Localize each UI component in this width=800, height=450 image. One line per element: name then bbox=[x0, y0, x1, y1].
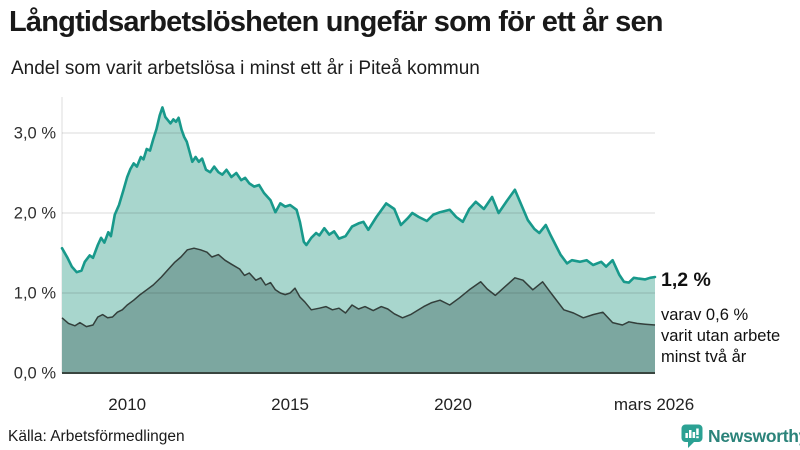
line-min-one-year bbox=[60, 106, 657, 284]
page-title: Långtidsarbetslösheten ungefär som för e… bbox=[9, 6, 664, 38]
brand-name: Newsworthy bbox=[708, 426, 800, 446]
source-note: Källa: Arbetsförmedlingen bbox=[8, 428, 185, 445]
y-axis-tick-label: 3,0 % bbox=[14, 125, 57, 143]
latest-value-label: 1,2 % bbox=[661, 269, 711, 291]
page-subtitle: Andel som varit arbetslösa i minst ett å… bbox=[11, 58, 480, 79]
y-axis-tick-label: 2,0 % bbox=[14, 205, 57, 223]
secondary-annotation: varav 0,6 % varit utan arbete minst två … bbox=[661, 305, 780, 368]
brand-logo: Newsworthy bbox=[681, 424, 800, 449]
x-axis-tick-label: 2015 bbox=[271, 395, 309, 414]
area-min-two-years bbox=[62, 248, 655, 373]
x-axis-tick-label: 2020 bbox=[434, 395, 472, 414]
gridlines bbox=[62, 132, 655, 294]
x-axis-tick-label: mars 2026 bbox=[614, 395, 694, 414]
y-axis-tick-label: 0,0 % bbox=[14, 365, 57, 383]
x-axis-tick-label: 2010 bbox=[108, 395, 146, 414]
y-axis-tick-label: 1,0 % bbox=[14, 285, 57, 303]
newsworthy-icon bbox=[681, 424, 703, 448]
annotation-line: varit utan arbete bbox=[661, 327, 781, 345]
x-tick-labels: 2010 2015 2020 mars 2026 bbox=[108, 395, 694, 414]
line-min-two-years bbox=[61, 247, 656, 328]
y-tick-labels: 0,0 % 1,0 % 2,0 % 3,0 % bbox=[14, 125, 57, 383]
annotation-line: minst två år bbox=[661, 348, 747, 366]
annotation-line: varav 0,6 % bbox=[661, 306, 749, 324]
